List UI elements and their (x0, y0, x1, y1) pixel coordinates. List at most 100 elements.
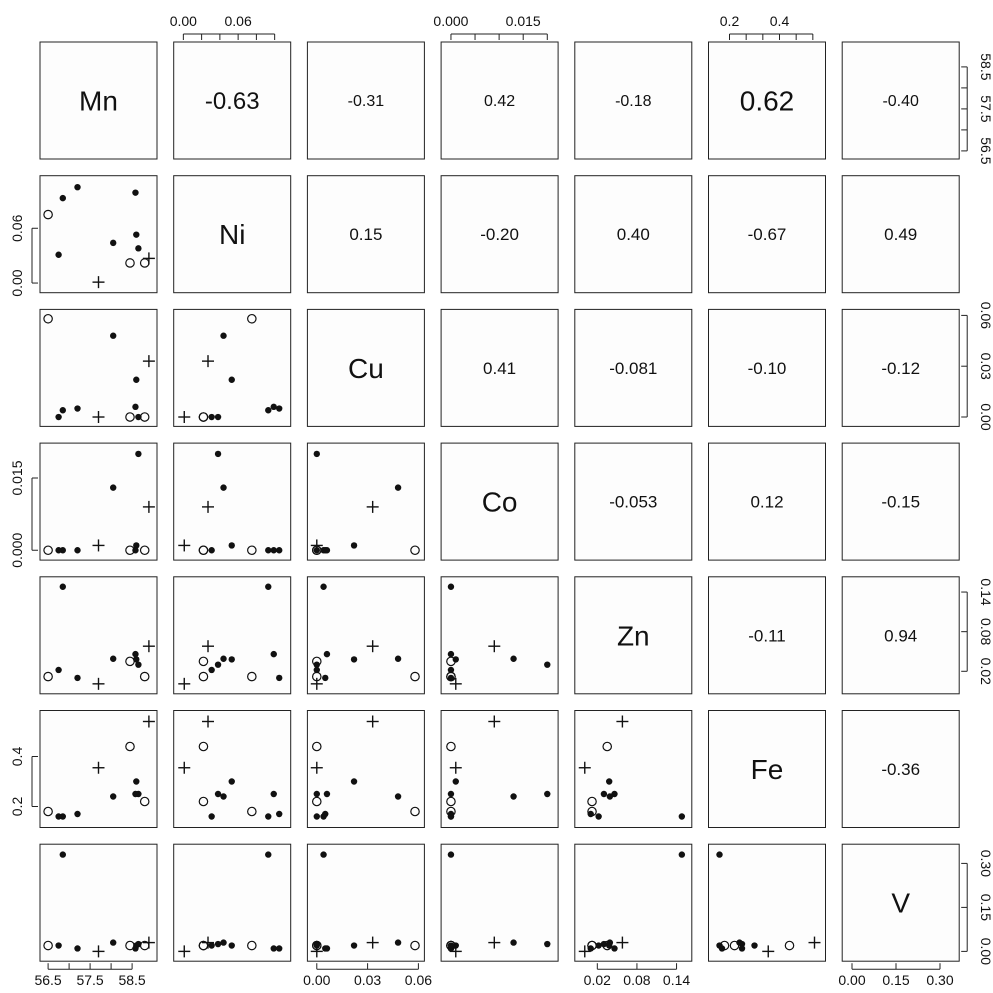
point-zn-vs-mn-6 (55, 666, 62, 674)
point-zn-vs-ni-8 (198, 656, 209, 667)
left-tick-label-ni-0: 0.00 (9, 269, 25, 296)
point-v-vs-fe-6 (716, 942, 723, 949)
point-fe-vs-ni-0 (265, 813, 272, 820)
point-fe-vs-co-6 (447, 813, 455, 820)
point-zn-vs-ni-10 (178, 677, 191, 690)
point-v-vs-zn-11 (616, 936, 629, 949)
top-tick-label-ni-0: 0.00 (170, 13, 197, 29)
panel-v-fe (708, 843, 826, 962)
point-zn-vs-ni-0 (265, 583, 272, 590)
point-co-vs-mn-2 (110, 484, 117, 491)
left-tick-label-fe-1: 0.4 (9, 747, 25, 767)
panel-mn-ni (173, 41, 292, 160)
point-v-vs-mn-6 (55, 942, 62, 949)
point-zn-vs-ni-6 (208, 666, 215, 674)
point-cu-vs-ni-0 (265, 407, 272, 414)
point-cu-vs-mn-4 (135, 413, 142, 421)
diag-label-fe: Fe (751, 754, 784, 785)
point-cu-vs-mn-9 (139, 412, 150, 422)
point-zn-vs-co-4 (544, 661, 551, 668)
point-v-vs-fe-11 (808, 936, 821, 949)
point-fe-vs-zn-6 (595, 813, 602, 820)
point-co-vs-ni-0 (265, 547, 272, 554)
point-zn-vs-cu-0 (320, 583, 327, 590)
point-v-vs-ni-6 (208, 942, 215, 949)
point-v-vs-ni-1 (276, 945, 283, 952)
point-ni-vs-mn-10 (92, 276, 105, 289)
point-zn-vs-mn-7 (43, 671, 53, 682)
point-v-vs-co-2 (510, 939, 517, 946)
point-cu-vs-mn-5 (132, 403, 139, 411)
point-cu-vs-mn-8 (125, 412, 135, 422)
point-ni-vs-mn-7 (43, 209, 53, 220)
right-tick-label-zn-1: 0.08 (978, 618, 993, 645)
point-fe-vs-co-11 (488, 715, 501, 728)
point-fe-vs-mn-3 (133, 778, 140, 785)
point-fe-vs-ni-6 (208, 813, 215, 820)
point-zn-vs-co-5 (447, 650, 455, 658)
point-cu-vs-ni-4 (214, 413, 222, 421)
point-fe-vs-cu-7 (410, 806, 420, 817)
point-co-vs-ni-11 (202, 500, 215, 513)
point-fe-vs-ni-8 (198, 741, 209, 752)
right-tick-label-mn-0: 56.5 (978, 137, 993, 164)
point-v-vs-cu-5 (323, 945, 331, 952)
point-v-vs-zn-5 (611, 945, 618, 952)
corr-cu-zn: -0.081 (609, 359, 657, 378)
panel-co-zn (574, 442, 693, 561)
panel-mn-zn (574, 41, 693, 160)
point-co-vs-ni-5 (270, 547, 277, 554)
corr-co-zn: -0.053 (609, 493, 657, 512)
panel-ni-co (440, 175, 559, 294)
panel-zn-mn (39, 576, 158, 695)
right-tick-label-v-0: 0.00 (978, 938, 993, 965)
right-tick-label-mn-2: 57.5 (978, 95, 993, 122)
point-co-vs-mn-4 (135, 450, 142, 458)
point-co-vs-cu-11 (366, 500, 379, 513)
point-cu-vs-ni-9 (198, 412, 209, 422)
point-co-vs-mn-11 (142, 500, 155, 513)
diag-label-v: V (891, 888, 910, 919)
point-cu-vs-ni-3 (228, 376, 235, 383)
corr-ni-v: 0.49 (884, 225, 917, 244)
panel-v-ni (173, 843, 292, 962)
point-v-vs-zn-8 (602, 940, 613, 951)
corr-zn-fe: -0.11 (748, 626, 786, 645)
point-v-vs-fe-8 (784, 940, 795, 951)
corr-mn-zn: -0.18 (615, 93, 652, 110)
point-co-vs-mn-6 (55, 547, 62, 554)
panel-co-v (841, 442, 960, 561)
point-zn-vs-cu-4 (313, 661, 320, 668)
point-fe-vs-co-4 (544, 790, 551, 798)
point-cu-vs-mn-2 (110, 332, 117, 339)
point-fe-vs-cu-6 (313, 813, 320, 820)
panel-mn-cu (306, 41, 425, 160)
bottom-tick-label-cu-2: 0.06 (405, 972, 432, 988)
point-v-vs-zn-4 (600, 940, 608, 948)
point-v-vs-ni-10 (178, 945, 191, 958)
point-fe-vs-cu-5 (323, 790, 331, 798)
point-co-vs-cu-5 (323, 547, 331, 554)
point-ni-vs-mn-0 (59, 194, 66, 202)
point-zn-vs-co-0 (447, 583, 455, 590)
point-fe-vs-co-8 (446, 741, 456, 752)
point-v-vs-zn-9 (587, 940, 597, 951)
point-v-vs-ni-0 (265, 851, 272, 858)
right-tick-label-cu-1: 0.03 (978, 353, 993, 380)
point-zn-vs-ni-5 (270, 650, 277, 658)
panel-mn-co (440, 41, 559, 160)
point-fe-vs-mn-11 (142, 715, 155, 728)
point-v-vs-ni-3 (228, 942, 235, 949)
bottom-tick-label-cu-1: 0.03 (354, 972, 381, 988)
bottom-tick-label-zn-2: 0.14 (663, 972, 690, 988)
corr-cu-v: -0.12 (881, 359, 920, 378)
point-zn-vs-co-2 (510, 655, 517, 662)
point-fe-vs-mn-9 (139, 796, 150, 807)
point-co-vs-ni-6 (208, 547, 215, 554)
point-fe-vs-zn-5 (611, 790, 618, 798)
panel-ni-zn (574, 175, 693, 294)
panel-cu-cu (306, 308, 425, 427)
point-v-vs-mn-11 (142, 936, 155, 949)
corr-mn-co: 0.42 (484, 93, 515, 110)
point-cu-vs-ni-10 (178, 411, 191, 424)
